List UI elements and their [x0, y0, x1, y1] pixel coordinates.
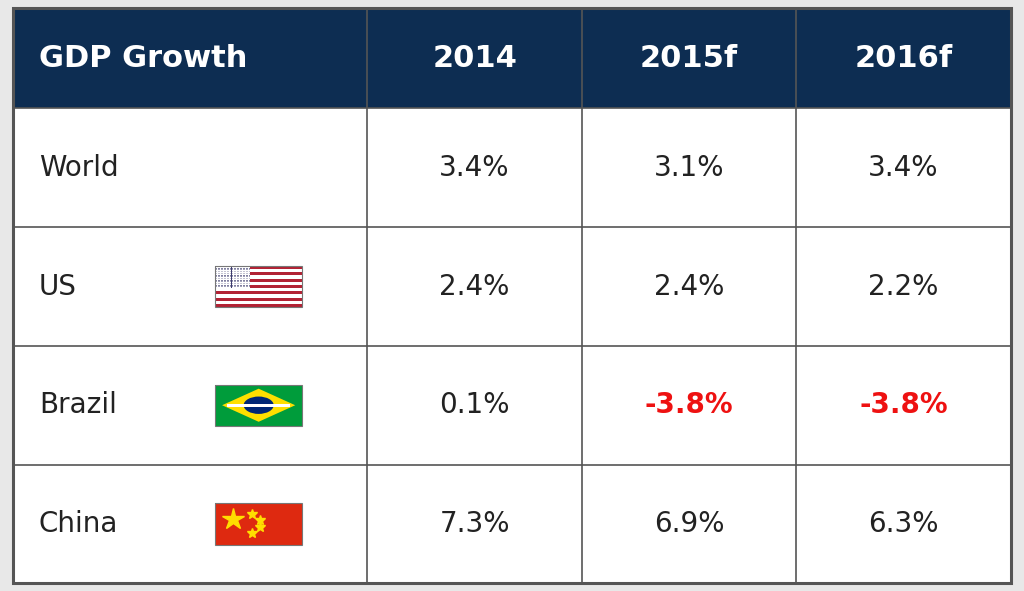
Bar — [215, 385, 302, 426]
Bar — [797, 227, 1011, 346]
Text: -3.8%: -3.8% — [645, 391, 733, 419]
Bar — [13, 465, 368, 583]
Bar — [13, 227, 368, 346]
Bar — [215, 266, 302, 307]
Text: 7.3%: 7.3% — [439, 510, 510, 538]
Bar — [215, 285, 302, 288]
Bar — [582, 227, 797, 346]
Bar — [582, 108, 797, 227]
Bar — [215, 272, 302, 275]
Bar — [215, 275, 302, 278]
Bar — [797, 108, 1011, 227]
Bar — [215, 291, 302, 294]
Text: 2.4%: 2.4% — [439, 272, 510, 300]
Bar — [215, 294, 302, 298]
Bar — [215, 269, 302, 272]
Bar — [215, 385, 302, 426]
Bar — [215, 288, 302, 291]
Bar — [582, 8, 797, 108]
Bar — [368, 8, 582, 108]
Bar — [215, 504, 302, 545]
Text: US: US — [39, 272, 77, 300]
Text: 3.1%: 3.1% — [653, 154, 724, 182]
Bar — [368, 108, 582, 227]
Text: 6.3%: 6.3% — [868, 510, 939, 538]
Bar — [582, 346, 797, 465]
Text: GDP Growth: GDP Growth — [39, 44, 247, 73]
Text: 0.1%: 0.1% — [439, 391, 510, 419]
Bar — [215, 298, 302, 301]
Text: Brazil: Brazil — [39, 391, 117, 419]
Text: -3.8%: -3.8% — [859, 391, 948, 419]
Bar — [13, 8, 368, 108]
Text: World: World — [39, 154, 119, 182]
Bar — [215, 504, 302, 545]
Bar — [797, 8, 1011, 108]
Bar — [227, 404, 290, 407]
Polygon shape — [222, 389, 295, 422]
Bar — [13, 108, 368, 227]
Text: 3.4%: 3.4% — [868, 154, 939, 182]
Bar — [215, 304, 302, 307]
Bar — [215, 278, 302, 282]
Circle shape — [244, 397, 273, 414]
Bar — [582, 465, 797, 583]
Bar — [215, 301, 302, 304]
Text: China: China — [39, 510, 119, 538]
Bar — [368, 465, 582, 583]
Bar — [797, 346, 1011, 465]
Bar — [797, 465, 1011, 583]
Text: 2.4%: 2.4% — [654, 272, 724, 300]
Text: 2.2%: 2.2% — [868, 272, 939, 300]
Bar — [368, 227, 582, 346]
Text: 6.9%: 6.9% — [653, 510, 724, 538]
Text: 3.4%: 3.4% — [439, 154, 510, 182]
Text: 2016f: 2016f — [854, 44, 952, 73]
Text: 2015f: 2015f — [640, 44, 738, 73]
Bar — [13, 346, 368, 465]
Bar — [368, 346, 582, 465]
Bar — [215, 266, 302, 269]
Text: 2014: 2014 — [432, 44, 517, 73]
Bar — [215, 282, 302, 285]
Bar — [215, 266, 250, 288]
